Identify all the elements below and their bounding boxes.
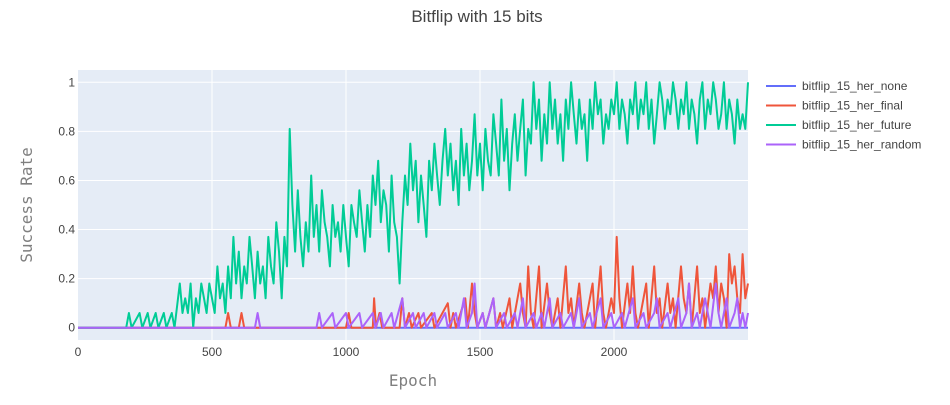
x-tick-label: 2000 [601, 345, 628, 359]
legend-label: bitflip_15_her_random [802, 138, 921, 152]
series-line-bitflip_15_her_random [78, 282, 749, 329]
x-tick-label: 1000 [333, 345, 360, 359]
x-tick-label: 500 [202, 345, 222, 359]
legend-label: bitflip_15_her_final [802, 99, 903, 113]
y-tick-label: 0.8 [58, 124, 75, 138]
legend-item[interactable]: bitflip_15_her_final [766, 99, 903, 113]
series-line-bitflip_15_her_final [78, 235, 749, 329]
x-tick-label: 0 [75, 345, 82, 359]
y-tick-label: 0 [68, 321, 75, 335]
x-axis-ticks: 0 500 1000 1500 2000 [75, 345, 628, 359]
legend-item[interactable]: bitflip_15_her_random [766, 138, 921, 152]
legend-item[interactable]: bitflip_15_her_future [766, 118, 912, 132]
y-axis-title: Success Rate [17, 147, 36, 263]
y-tick-label: 0.4 [58, 223, 75, 237]
chart-title: Bitflip with 15 bits [411, 7, 542, 26]
y-tick-label: 0.2 [58, 272, 75, 286]
series-layer [78, 81, 749, 329]
x-axis-title: Epoch [389, 371, 437, 390]
legend-label: bitflip_15_her_none [802, 79, 908, 93]
legend-item[interactable]: bitflip_15_her_none [766, 79, 908, 93]
y-tick-label: 1 [68, 75, 75, 89]
legend-label: bitflip_15_her_future [802, 118, 912, 132]
y-axis-ticks: 0 0.2 0.4 0.6 0.8 1 [58, 75, 75, 334]
x-tick-label: 1500 [467, 345, 494, 359]
legend: bitflip_15_her_none bitflip_15_her_finalb… [766, 79, 921, 152]
series-line-bitflip_15_her_future [78, 81, 749, 329]
y-tick-label: 0.6 [58, 173, 75, 187]
